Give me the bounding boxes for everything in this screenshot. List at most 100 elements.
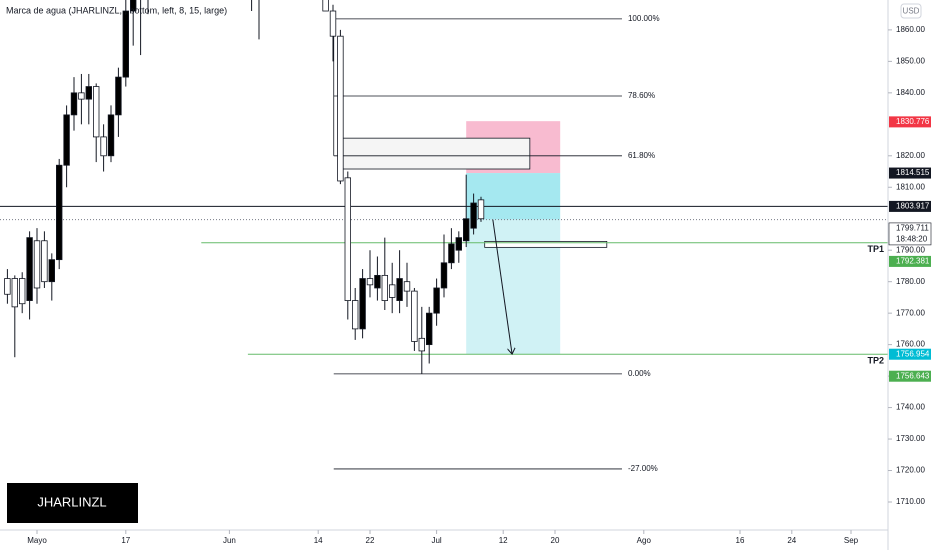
candle-body: [359, 278, 366, 330]
candle-body: [115, 76, 122, 116]
candle-body: [403, 281, 411, 292]
tp-label: TP2: [867, 356, 884, 366]
price-tag-label: 1814.515: [896, 168, 930, 177]
fib-label: 100.00%: [628, 14, 660, 23]
x-tick-label: 17: [121, 536, 130, 545]
candle-body: [26, 237, 33, 301]
y-tick-label: 1720.00: [896, 466, 925, 475]
price-tags: 1830.776 1814.515 1803.917 1799.711 18:48:20…: [888, 116, 932, 382]
candle-body: [433, 287, 440, 314]
price-tag: [889, 116, 931, 128]
chart-title: Marca de agua (JHARLINZL, , bottom, left…: [6, 5, 227, 15]
candle-body: [41, 240, 48, 283]
candle-body: [18, 278, 26, 305]
fib-label: 78.60%: [628, 91, 655, 100]
candle-body: [411, 290, 418, 342]
zone: [466, 219, 561, 355]
y-tick-label: 1850.00: [896, 56, 925, 65]
countdown: 18:48:20: [896, 235, 928, 244]
price-tag: [889, 370, 931, 382]
price-tag-label: 1756.643: [896, 371, 930, 380]
y-tick-label: 1710.00: [896, 497, 925, 506]
y-tick-label: 1860.00: [896, 25, 925, 34]
candle-body: [85, 86, 92, 100]
y-tick-label: 1840.00: [896, 88, 925, 97]
x-tick-label: 12: [499, 536, 508, 545]
y-tick-label: 1820.00: [896, 151, 925, 160]
fib-label: 61.80%: [628, 151, 655, 160]
price-tag-label: 1803.917: [896, 202, 930, 211]
price-tag-label: 1799.711: [896, 224, 929, 233]
x-tick-label: Sep: [844, 536, 859, 545]
candle-body: [374, 274, 381, 289]
price-tag: [888, 222, 932, 246]
x-tick-label: Ago: [637, 536, 652, 545]
watermark-box: [7, 483, 138, 523]
candle-body: [329, 10, 337, 37]
price-tag-label: 1756.954: [896, 349, 930, 358]
x-tick-label: 16: [736, 536, 745, 545]
candle-body: [78, 92, 85, 100]
fib-label: -27.00%: [628, 464, 658, 473]
x-tick-label: Mayo: [27, 536, 47, 545]
price-tag-label: 1792.381: [896, 257, 930, 266]
currency-badge[interactable]: [900, 3, 922, 19]
watermark: JHARLINZL: [37, 494, 106, 509]
x-tick-label: 20: [551, 536, 560, 545]
y-tick-label: 1780.00: [896, 277, 925, 286]
price-tag: [889, 200, 931, 212]
candle-body: [63, 114, 70, 166]
candle-body: [366, 278, 374, 286]
candle-body: [351, 300, 359, 330]
x-tick-label: Jul: [431, 536, 441, 545]
currency: USD: [903, 7, 920, 16]
candle-body: [477, 199, 485, 220]
candle-body: [100, 136, 107, 157]
y-tick-label: 1760.00: [896, 340, 925, 349]
candle-body: [33, 240, 41, 289]
price-tag: [889, 348, 931, 360]
y-tick-label: 1770.00: [896, 308, 925, 317]
candle-body: [107, 114, 115, 157]
candle-body: [48, 259, 55, 283]
y-tick-label: 1730.00: [896, 434, 925, 443]
x-tick-label: 14: [314, 536, 323, 545]
candle-body: [56, 164, 63, 261]
candle-body: [455, 237, 462, 251]
candle-body: [462, 218, 470, 242]
x-tick-label: Jun: [223, 536, 236, 545]
projection-arrow: [492, 219, 512, 354]
candle-body: [129, 0, 137, 12]
price-tag: [889, 167, 931, 179]
candle-body: [418, 337, 425, 352]
candle-body: [396, 278, 403, 301]
candle-body: [4, 278, 11, 295]
fib-label: 0.00%: [628, 369, 651, 378]
candle-body: [344, 177, 351, 301]
x-tick-label: 22: [366, 536, 375, 545]
zone: [337, 137, 531, 170]
candle-body: [381, 274, 388, 301]
price-tag-label: 1830.776: [896, 117, 930, 126]
zone: [484, 240, 608, 248]
candle-body: [448, 243, 455, 264]
candle-body: [11, 278, 18, 308]
price-tag: [889, 255, 931, 267]
candle-body: [93, 86, 100, 138]
y-tick-label: 1790.00: [896, 245, 925, 254]
candle-body: [470, 202, 477, 229]
plot-area: 100.00% 78.60% 61.80% 0.00% -27.00%: [0, 0, 888, 473]
candle-body: [440, 262, 448, 289]
candle-body: [322, 0, 329, 12]
y-tick-label: 1810.00: [896, 182, 925, 191]
x-tick-label: 24: [787, 536, 796, 545]
candle-body: [70, 92, 78, 116]
y-tick-label: 1740.00: [896, 403, 925, 412]
candle-body: [425, 312, 433, 346]
tp-label: TP1: [867, 244, 884, 254]
candle-body: [122, 10, 129, 78]
candle-body: [337, 35, 344, 182]
